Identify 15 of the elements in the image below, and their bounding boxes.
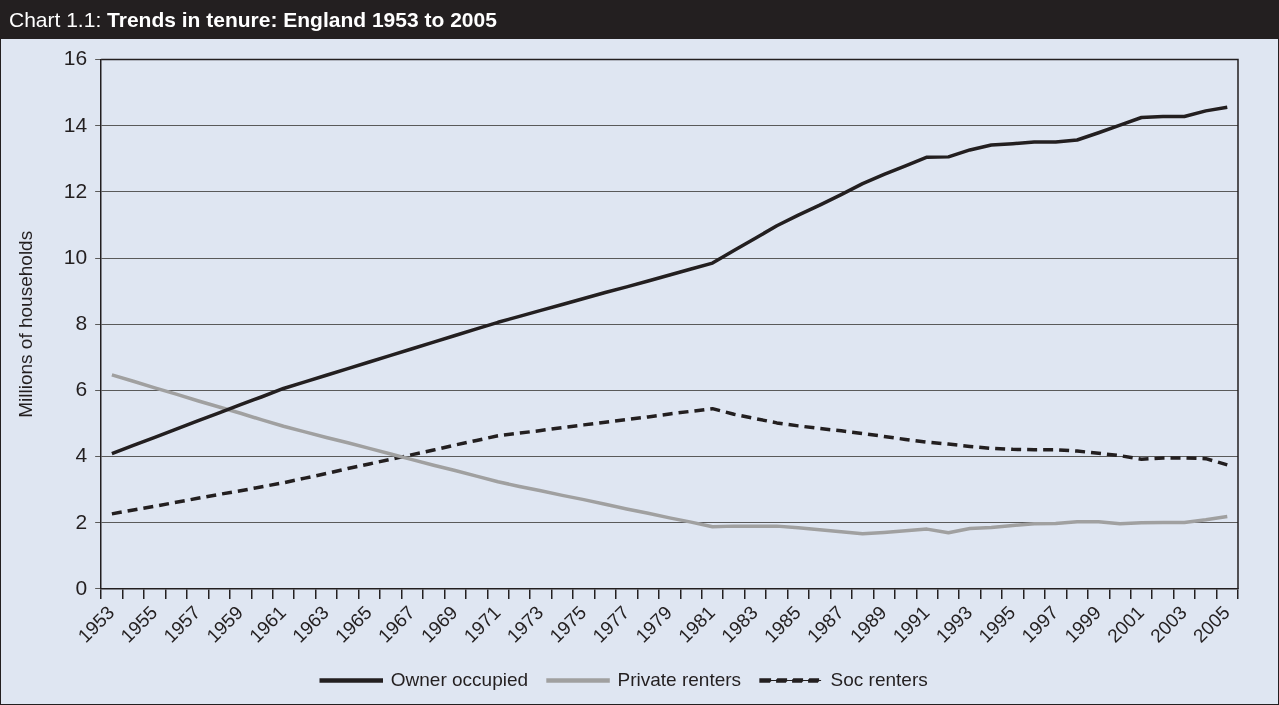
y-tick-label: 12 xyxy=(63,178,88,202)
legend-label: Soc renters xyxy=(830,668,928,690)
y-tick-label: 6 xyxy=(75,377,88,401)
chart-title: Chart 1.1: Trends in tenure: England 1953 to 2005 xyxy=(1,1,1278,39)
y-tick-label: 0 xyxy=(75,575,88,599)
y-tick-label: 2 xyxy=(75,509,88,533)
y-tick-label: 14 xyxy=(63,112,88,136)
legend-label: Private renters xyxy=(617,668,742,690)
line-series xyxy=(110,406,1230,516)
y-tick-label: 8 xyxy=(75,311,88,335)
y-tick-label: 10 xyxy=(63,244,88,268)
y-axis-title: Millions of households xyxy=(14,230,36,418)
legend-label: Owner occupied xyxy=(390,668,529,690)
y-tick-label: 4 xyxy=(75,443,88,467)
y-tick-label: 16 xyxy=(63,46,88,70)
